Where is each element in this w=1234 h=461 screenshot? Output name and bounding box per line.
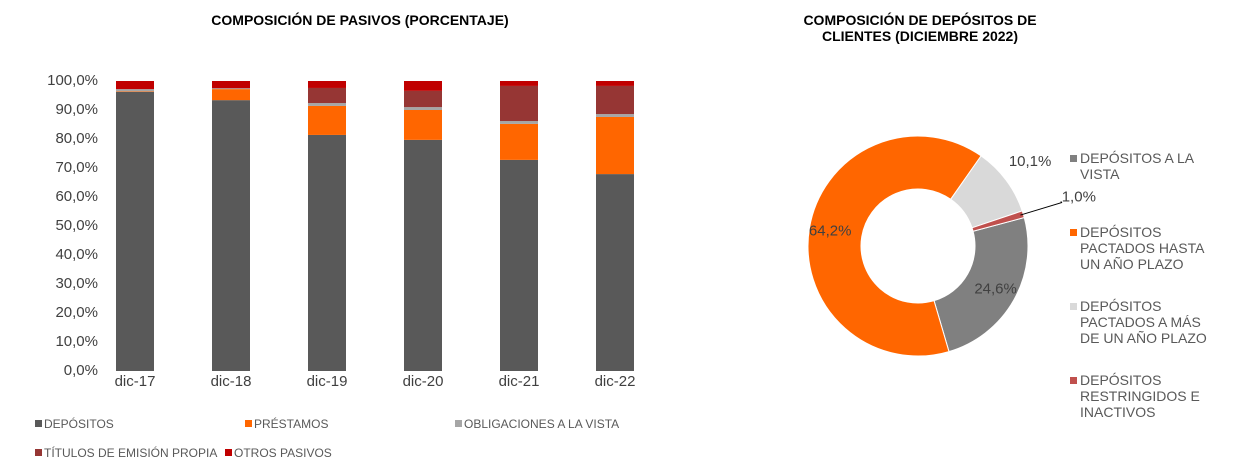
y-tick-label: 50,0% (55, 217, 98, 234)
data-label: 10,1% (1009, 153, 1052, 170)
legend-swatch (35, 420, 42, 427)
bar-segment (500, 121, 538, 124)
legend-label: OBLIGACIONES A LA VISTA (464, 417, 620, 431)
legend-swatch (1070, 377, 1077, 384)
x-tick-label: dic-18 (211, 373, 252, 390)
bar-segment (596, 174, 634, 371)
bar-segment (116, 81, 154, 90)
bar-segment (116, 91, 154, 92)
legend-swatch (455, 420, 462, 427)
x-tick-label: dic-20 (403, 373, 444, 390)
bar-segment (596, 81, 634, 86)
leader-line (1020, 201, 1063, 216)
bar-segment (500, 159, 538, 371)
bar-segment (212, 88, 250, 90)
legend-swatch (1070, 303, 1077, 310)
bar-segment (308, 81, 346, 88)
y-tick-label: 30,0% (55, 275, 98, 292)
data-label: 24,6% (974, 281, 1017, 298)
legend-label: DEPÓSITOS A LA VISTA (1080, 150, 1194, 182)
bar-segment (308, 134, 346, 371)
bar-segment (404, 110, 442, 140)
bar-segment (596, 85, 634, 115)
y-tick-label: 90,0% (55, 101, 98, 118)
y-tick-label: 80,0% (55, 130, 98, 147)
bar-segment (404, 107, 442, 110)
legend-item: DEPÓSITOS (35, 417, 114, 431)
data-label: 64,2% (809, 223, 852, 240)
y-tick-label: 10,0% (55, 333, 98, 350)
legend-item: OBLIGACIONES A LA VISTA (455, 417, 619, 431)
y-tick-label: 40,0% (55, 246, 98, 263)
bar-segment (212, 100, 250, 371)
legend-label: DEPÓSITOS PACTADOS HASTA UN AÑO PLAZO (1080, 224, 1204, 272)
bar-segment (308, 105, 346, 135)
legend-swatch (1070, 229, 1077, 236)
x-tick-label: dic-22 (595, 373, 636, 390)
data-label: 1,0% (1062, 188, 1096, 205)
legend-swatch (225, 449, 232, 456)
bar-segment (308, 87, 346, 104)
bar-segment (500, 81, 538, 86)
legend-swatch (35, 449, 42, 456)
bar-segment (404, 81, 442, 91)
legend-item: DEPÓSITOS RESTRINGIDOS E INACTIVOS (1070, 372, 1210, 420)
y-tick-label: 100,0% (47, 72, 98, 89)
bar-segment (116, 89, 154, 92)
donut-slice (933, 216, 1029, 353)
chart-title: COMPOSICIÓN DE PASIVOS (PORCENTAJE) (211, 12, 509, 28)
legend-label: OTROS PASIVOS (234, 446, 332, 460)
bar-segment (404, 90, 442, 108)
bar-segment (404, 139, 442, 371)
bar-segment (596, 116, 634, 175)
bar-segment (500, 123, 538, 160)
bar-segment (308, 103, 346, 106)
legend-item: DEPÓSITOS A LA VISTA (1070, 150, 1210, 182)
chart-title: COMPOSICIÓN DE DEPÓSITOS DE CLIENTES (DI… (803, 12, 1037, 44)
y-tick-label: 60,0% (55, 188, 98, 205)
x-tick-label: dic-21 (499, 373, 540, 390)
legend-item: DEPÓSITOS PACTADOS HASTA UN AÑO PLAZO (1070, 224, 1210, 272)
donut-slice (971, 210, 1025, 232)
x-tick-label: dic-19 (307, 373, 348, 390)
donut-slice (807, 135, 982, 357)
bar-segment (212, 89, 250, 101)
legend-swatch (1070, 155, 1077, 162)
y-tick-label: 0,0% (64, 362, 98, 379)
legend-label: DEPÓSITOS (44, 417, 114, 431)
legend-item: OTROS PASIVOS (225, 446, 332, 460)
bar-segment (596, 114, 634, 117)
bar-segment (116, 91, 154, 371)
legend-item: PRÉSTAMOS (245, 417, 328, 431)
legend-item: DEPÓSITOS PACTADOS A MÁS DE UN AÑO PLAZO (1070, 298, 1210, 346)
legend-label: DEPÓSITOS PACTADOS A MÁS DE UN AÑO PLAZO (1080, 298, 1207, 346)
legend-label: TÍTULOS DE EMISIÓN PROPIA (44, 446, 218, 460)
y-tick-label: 70,0% (55, 159, 98, 176)
legend-item: TÍTULOS DE EMISIÓN PROPIA (35, 446, 217, 460)
x-tick-label: dic-17 (115, 373, 156, 390)
bar-segment (500, 85, 538, 122)
y-tick-label: 20,0% (55, 304, 98, 321)
legend-label: DEPÓSITOS RESTRINGIDOS E INACTIVOS (1080, 372, 1200, 420)
legend-swatch (245, 420, 252, 427)
bar-segment (212, 81, 250, 89)
legend-label: PRÉSTAMOS (254, 417, 329, 431)
